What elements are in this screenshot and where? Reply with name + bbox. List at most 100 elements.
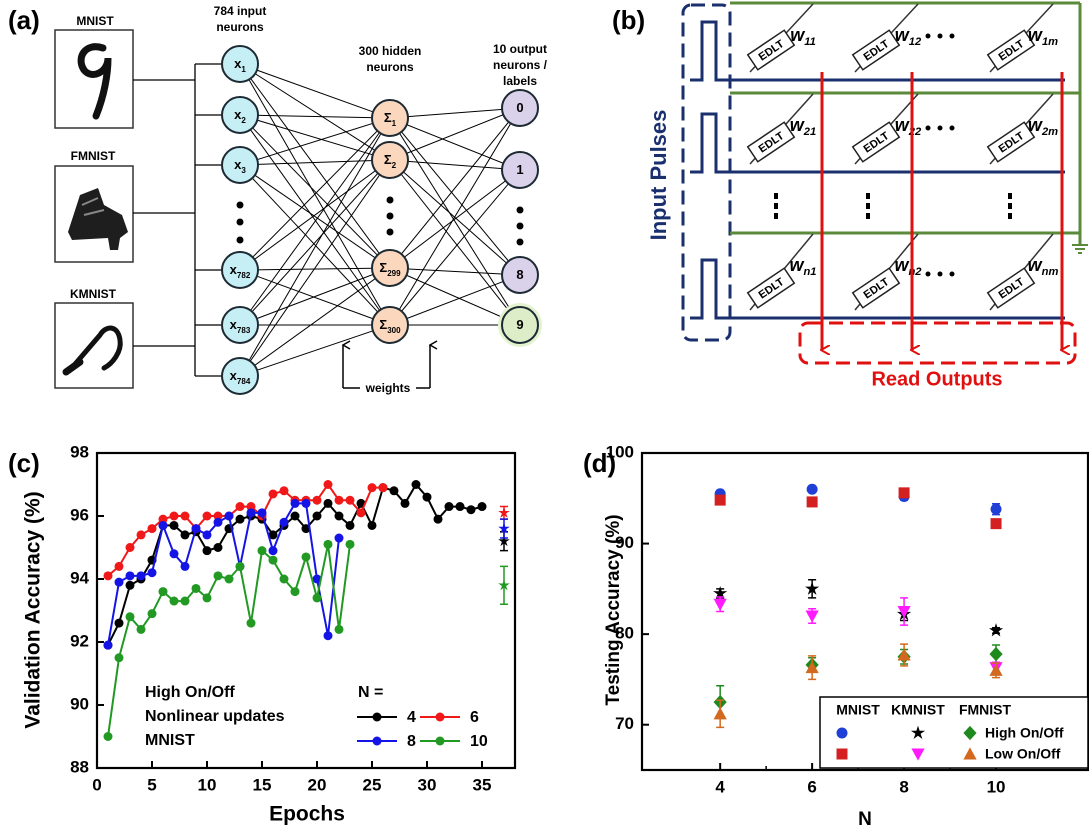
ellipsis-dot <box>925 271 931 277</box>
data-point <box>279 486 289 496</box>
layer-title: labels <box>503 74 537 88</box>
image-title: FMNIST <box>71 149 116 163</box>
data-point <box>290 511 300 521</box>
data-point <box>805 581 820 595</box>
data-point <box>389 486 399 496</box>
data-point <box>312 593 322 603</box>
data-point <box>466 505 476 515</box>
image-fmnist <box>54 165 134 263</box>
data-point <box>989 646 1003 662</box>
legend-marker <box>372 736 382 746</box>
weight-connection <box>239 267 391 271</box>
legend-marker <box>435 736 445 746</box>
data-point <box>290 498 300 508</box>
input-pulse <box>690 20 1065 82</box>
annotation: Nonlinear updates <box>145 708 285 725</box>
weight-connection <box>239 324 391 377</box>
annotation: High On/Off <box>145 684 235 701</box>
data-point <box>180 511 190 521</box>
neuron <box>221 251 259 289</box>
data-point <box>334 624 344 634</box>
y-tick-label: 96 <box>70 505 89 524</box>
panel-label: (a) <box>8 5 40 35</box>
layer-title: 784 input <box>214 4 267 18</box>
plot-frame <box>95 451 517 770</box>
data-point <box>235 514 245 524</box>
data-point <box>114 561 124 571</box>
x-axis-title: N <box>858 809 872 830</box>
data-point <box>202 546 212 556</box>
data-point <box>897 648 911 661</box>
ellipsis-dot <box>1008 193 1012 199</box>
x-tick-label: 20 <box>308 775 327 794</box>
ellipsis-dot <box>516 222 524 230</box>
data-point <box>345 539 355 549</box>
neuron-label-base: x <box>234 107 242 122</box>
edlt-device: EDLT <box>851 267 901 309</box>
legend-marker <box>836 727 848 739</box>
edlt-device: EDLT <box>851 121 901 163</box>
weight-label-base: w <box>789 255 804 275</box>
neuron <box>221 96 259 134</box>
neuron-label: x2 <box>234 107 246 124</box>
y-axis-title: Validation Accuracy (%) <box>22 491 45 728</box>
ellipsis-dot <box>949 33 955 39</box>
data-point <box>235 561 245 571</box>
y-tick-label: 98 <box>70 442 89 461</box>
weight-connection <box>389 117 521 326</box>
input-pulse <box>690 112 1065 174</box>
x-tick-label: 6 <box>807 777 816 796</box>
weight-connection <box>239 159 391 271</box>
data-point <box>246 508 256 518</box>
device-body <box>986 267 1036 309</box>
data-point <box>334 495 344 505</box>
weight-connection <box>389 107 521 269</box>
legend-row: High On/Off <box>985 725 1064 741</box>
data-point <box>191 583 201 593</box>
final-point <box>498 522 510 534</box>
neuron-label-base: x <box>230 262 238 277</box>
weight-connection <box>239 117 391 326</box>
device-body <box>986 29 1036 71</box>
legend-row: Low On/Off <box>985 746 1061 762</box>
neuron-label-base: 0 <box>516 100 523 115</box>
annotation: MNIST <box>145 732 195 749</box>
panel-label: (d) <box>583 448 616 478</box>
weight-connection <box>239 63 391 269</box>
data-point <box>169 511 179 521</box>
x-tick-label: 5 <box>147 775 156 794</box>
final-point <box>498 535 510 547</box>
final-point <box>498 579 510 591</box>
y-tick-label: 70 <box>615 714 634 733</box>
ellipsis-dot <box>949 125 955 131</box>
weight-connection <box>389 159 521 276</box>
neuron <box>371 141 409 179</box>
x-tick-label: 25 <box>363 775 382 794</box>
weight-label-sub: n1 <box>803 266 816 278</box>
data-point <box>114 653 124 663</box>
data-point <box>180 530 190 540</box>
legend-marker <box>836 748 848 760</box>
weight-label-base: w <box>895 25 910 45</box>
neuron <box>501 256 539 294</box>
weight-label: wnm <box>1028 255 1059 278</box>
weight-connection <box>239 63 391 119</box>
weight-connection <box>389 159 521 171</box>
data-point <box>213 511 223 521</box>
data-point <box>898 487 910 499</box>
neuron-label-base: x <box>234 157 242 172</box>
data-point <box>279 574 289 584</box>
weight-connection <box>239 114 391 269</box>
data-point <box>213 517 223 527</box>
legend-label: 4 <box>407 709 416 726</box>
ellipsis-dot <box>774 213 778 219</box>
weight-connection <box>239 267 391 326</box>
weight-connection <box>239 63 391 161</box>
data-point <box>169 520 179 530</box>
neuron-label: 0 <box>516 100 523 115</box>
weight-label-sub: 1m <box>1042 36 1058 48</box>
neuron <box>501 89 539 127</box>
device-body <box>986 121 1036 163</box>
y-axis-title: Testing Accuracy (%) <box>603 514 624 705</box>
neuron <box>221 146 259 184</box>
